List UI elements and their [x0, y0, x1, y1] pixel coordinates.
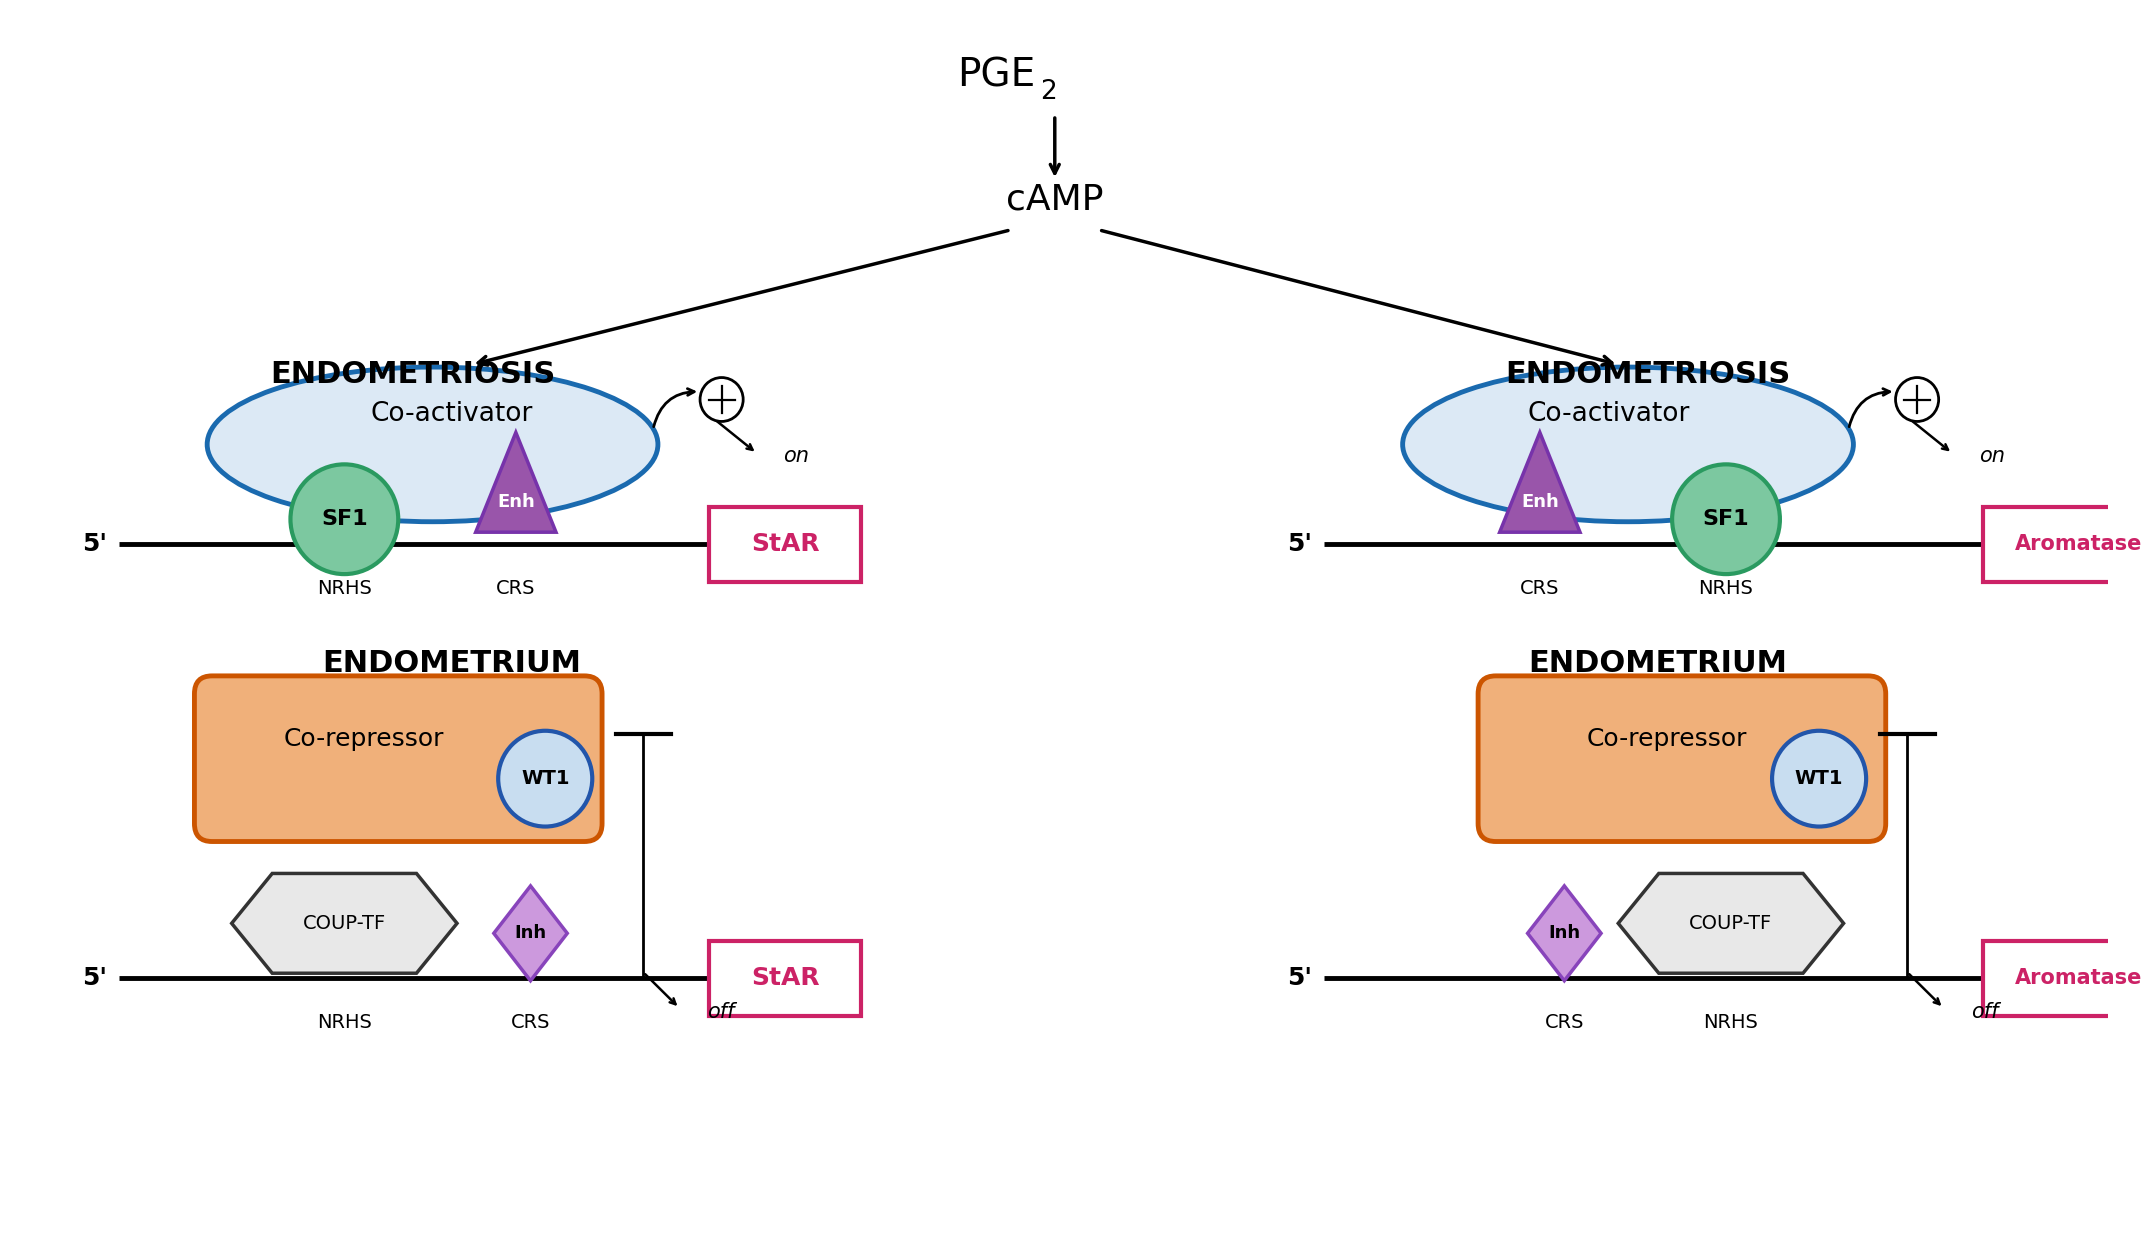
Circle shape: [290, 465, 398, 575]
Text: off: off: [1972, 1002, 2000, 1022]
Text: cAMP: cAMP: [1006, 182, 1103, 217]
Circle shape: [1896, 377, 1939, 421]
Text: Co-activator: Co-activator: [372, 401, 533, 427]
Text: Co-repressor: Co-repressor: [284, 727, 445, 751]
Text: Co-repressor: Co-repressor: [1587, 727, 1748, 751]
Text: Enh: Enh: [497, 493, 535, 511]
Text: CRS: CRS: [1544, 1013, 1585, 1032]
Text: COUP-TF: COUP-TF: [303, 914, 387, 933]
Text: Enh: Enh: [1520, 493, 1559, 511]
Circle shape: [701, 377, 744, 421]
Text: Aromatase: Aromatase: [2015, 535, 2141, 555]
Text: 5': 5': [82, 532, 108, 556]
Text: Aromatase: Aromatase: [2015, 968, 2141, 988]
Circle shape: [499, 731, 591, 827]
Bar: [710, 507, 862, 582]
Polygon shape: [475, 432, 557, 532]
Text: off: off: [707, 1002, 735, 1022]
Text: COUP-TF: COUP-TF: [1690, 914, 1772, 933]
Polygon shape: [1619, 873, 1843, 973]
Text: NRHS: NRHS: [1703, 1013, 1759, 1032]
Text: ENDOMETRIUM: ENDOMETRIUM: [1529, 649, 1787, 678]
Text: 2: 2: [1041, 79, 1058, 105]
Text: NRHS: NRHS: [316, 1013, 372, 1032]
Polygon shape: [1529, 886, 1602, 980]
Text: WT1: WT1: [1795, 769, 1843, 788]
Bar: [1982, 507, 2150, 582]
Circle shape: [1673, 465, 1780, 575]
Text: StAR: StAR: [750, 532, 819, 556]
Text: 5': 5': [1288, 967, 1312, 990]
Text: SF1: SF1: [320, 510, 368, 530]
Bar: [710, 940, 862, 1015]
Text: on: on: [1978, 446, 2004, 466]
Polygon shape: [1501, 432, 1580, 532]
Text: Inh: Inh: [1548, 924, 1580, 942]
Text: CRS: CRS: [497, 580, 535, 598]
Text: 5': 5': [82, 967, 108, 990]
Polygon shape: [232, 873, 458, 973]
Text: on: on: [783, 446, 808, 466]
Text: ENDOMETRIOSIS: ENDOMETRIOSIS: [271, 360, 555, 388]
Ellipse shape: [1402, 367, 1853, 522]
Text: 5': 5': [1288, 532, 1312, 556]
Polygon shape: [494, 886, 568, 980]
FancyBboxPatch shape: [1477, 676, 1886, 842]
FancyBboxPatch shape: [194, 676, 602, 842]
Text: SF1: SF1: [1703, 510, 1750, 530]
Ellipse shape: [206, 367, 658, 522]
Text: ENDOMETRIUM: ENDOMETRIUM: [322, 649, 583, 678]
Text: Inh: Inh: [514, 924, 546, 942]
Text: PGE: PGE: [957, 56, 1034, 94]
Text: CRS: CRS: [512, 1013, 550, 1032]
Text: NRHS: NRHS: [316, 580, 372, 598]
Text: ENDOMETRIOSIS: ENDOMETRIOSIS: [1505, 360, 1791, 388]
Bar: [1982, 940, 2150, 1015]
Text: NRHS: NRHS: [1698, 580, 1754, 598]
Text: Co-activator: Co-activator: [1526, 401, 1690, 427]
Text: CRS: CRS: [1520, 580, 1559, 598]
Text: StAR: StAR: [750, 967, 819, 990]
Circle shape: [1772, 731, 1866, 827]
Text: WT1: WT1: [520, 769, 570, 788]
